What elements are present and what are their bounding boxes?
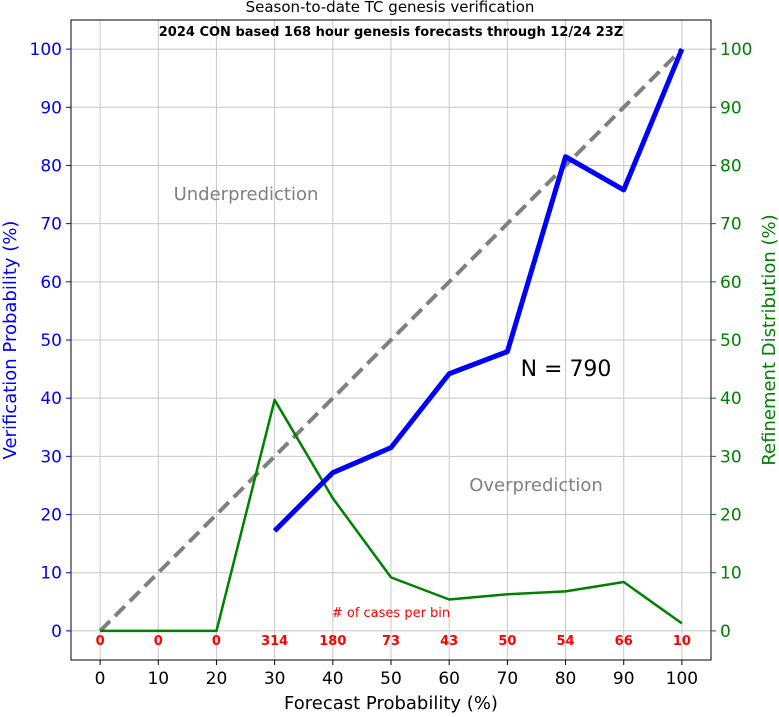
y-left-tick-label: 80 [40, 156, 62, 176]
y-right-tick-label: 80 [720, 156, 742, 176]
y-left-tick-label: 10 [40, 564, 62, 584]
case-count-label: 66 [615, 634, 633, 649]
case-count-label: 180 [319, 634, 346, 649]
y-right-tick-label: 90 [720, 98, 742, 118]
case-count-label: 50 [498, 634, 516, 649]
y-axis-right-label: Refinement Distribution (%) [759, 214, 779, 465]
y-left-tick-label: 100 [30, 40, 62, 60]
x-tick-label: 20 [206, 669, 228, 689]
refinement-line [100, 398, 683, 633]
y-left-tick-label: 60 [40, 273, 62, 293]
x-tick-label: 50 [380, 669, 402, 689]
case-count-label: 73 [382, 634, 400, 649]
y-left-tick-label: 20 [40, 506, 62, 526]
case-count-label: 0 [154, 634, 163, 649]
x-tick-label: 10 [147, 669, 169, 689]
y-left-tick-label: 40 [40, 389, 62, 409]
case-count-label: 314 [261, 634, 288, 649]
x-tick-label: 60 [438, 669, 460, 689]
case-count-label: 43 [440, 634, 458, 649]
case-count-label: 0 [212, 634, 221, 649]
y-axis-left-ticks: 0 10 20 30 40 50 60 70 80 90 100 [30, 40, 71, 642]
y-left-tick-label: 0 [51, 622, 62, 642]
y-right-tick-label: 0 [720, 622, 731, 642]
case-counts: 0 0 0 314 180 73 43 50 54 66 10 [96, 634, 691, 649]
perfect-reliability-line [98, 47, 684, 633]
x-tick-label: 30 [264, 669, 286, 689]
refinement-series [100, 398, 683, 633]
x-tick-label: 100 [666, 669, 698, 689]
chart-title: Season-to-date TC genesis verification [246, 0, 535, 16]
y-right-tick-label: 40 [720, 389, 742, 409]
y-right-tick-label: 20 [720, 506, 742, 526]
y-left-tick-label: 30 [40, 447, 62, 467]
y-left-tick-label: 90 [40, 98, 62, 118]
perfect-reliability-series [98, 47, 684, 633]
cases-per-bin-label: # of cases per bin [332, 606, 450, 621]
case-count-label: 54 [556, 634, 574, 649]
x-tick-label: 0 [95, 669, 106, 689]
y-left-tick-label: 70 [40, 215, 62, 235]
y-left-tick-label: 50 [40, 331, 62, 351]
x-axis-label: Forecast Probability (%) [284, 693, 498, 713]
chart-subtitle: 2024 CON based 168 hour genesis forecast… [159, 25, 624, 40]
y-axis-left-label: Verification Probability (%) [0, 221, 21, 460]
y-right-tick-label: 50 [720, 331, 742, 351]
x-tick-label: 40 [322, 669, 344, 689]
underprediction-label: Underprediction [174, 184, 319, 205]
x-tick-label: 70 [497, 669, 519, 689]
x-axis-ticks: 0 10 20 30 40 50 60 70 80 90 100 [95, 660, 698, 689]
y-right-tick-label: 60 [720, 273, 742, 293]
sample-size-label: N = 790 [521, 357, 612, 382]
x-tick-label: 80 [555, 669, 577, 689]
case-count-label: 10 [673, 634, 691, 649]
x-tick-label: 90 [613, 669, 635, 689]
y-right-tick-label: 10 [720, 564, 742, 584]
overprediction-label: Overprediction [469, 475, 603, 496]
y-right-tick-label: 30 [720, 447, 742, 467]
y-axis-right-ticks: 0 10 20 30 40 50 60 70 80 90 100 [711, 40, 752, 642]
verification-series [272, 48, 685, 533]
case-count-label: 0 [96, 634, 105, 649]
y-right-tick-label: 100 [720, 40, 752, 60]
y-right-tick-label: 70 [720, 215, 742, 235]
verification-line [272, 48, 685, 533]
